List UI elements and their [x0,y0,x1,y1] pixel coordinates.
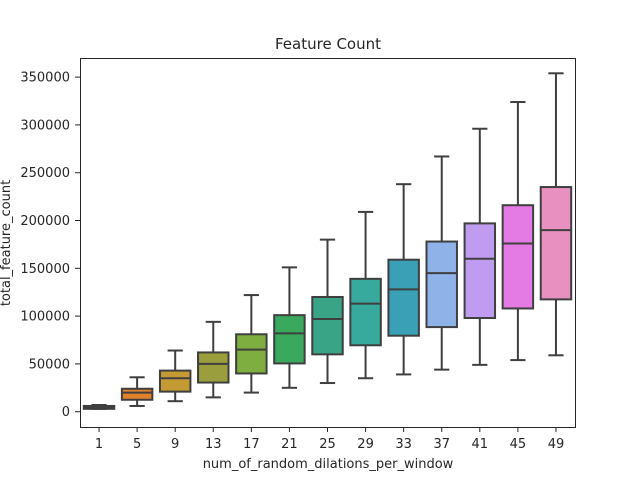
x-axis-label: num_of_random_dilations_per_window [203,457,454,472]
x-tick-label: 25 [319,437,336,452]
x-tick-label: 41 [472,437,489,452]
x-tick-label: 37 [433,437,450,452]
x-tick-label: 5 [133,437,141,452]
box-29 [349,277,382,347]
box-9 [158,369,192,393]
y-tick-label: 150000 [20,262,70,277]
box-33 [387,258,420,337]
box-13 [197,351,230,384]
x-tick-label: 45 [510,437,527,452]
plot-area: 0 50000 100000 150000 200000 250000 300000 3500… [20,71,573,452]
x-tick-label: 9 [171,437,179,452]
x-tick-label: 21 [281,437,298,452]
box-41 [463,222,497,320]
y-tick-label: 100000 [20,310,70,325]
x-tick-label: 29 [357,437,374,452]
y-tick-label: 200000 [20,214,70,229]
axes-frame [80,58,576,428]
box-49 [539,186,573,301]
x-tick-label: 49 [548,437,565,452]
box-5 [120,387,154,401]
box-17 [235,333,268,375]
x-tick-label: 33 [395,437,412,452]
y-tick-label: 350000 [20,71,70,86]
chart-title: Feature Count [275,35,381,53]
y-tick-label: 50000 [29,357,70,372]
y-tick-label: 0 [62,405,70,420]
x-tick-label: 13 [205,437,222,452]
x-tick-label: 17 [243,437,260,452]
box-37 [425,240,458,329]
box-21 [273,314,306,365]
box-45 [501,204,535,310]
y-tick-label: 300000 [20,118,70,133]
y-tick-label: 250000 [20,166,70,181]
box-25 [311,295,344,356]
y-axis-label: total_feature_count [0,180,14,306]
x-tick-label: 1 [95,437,103,452]
